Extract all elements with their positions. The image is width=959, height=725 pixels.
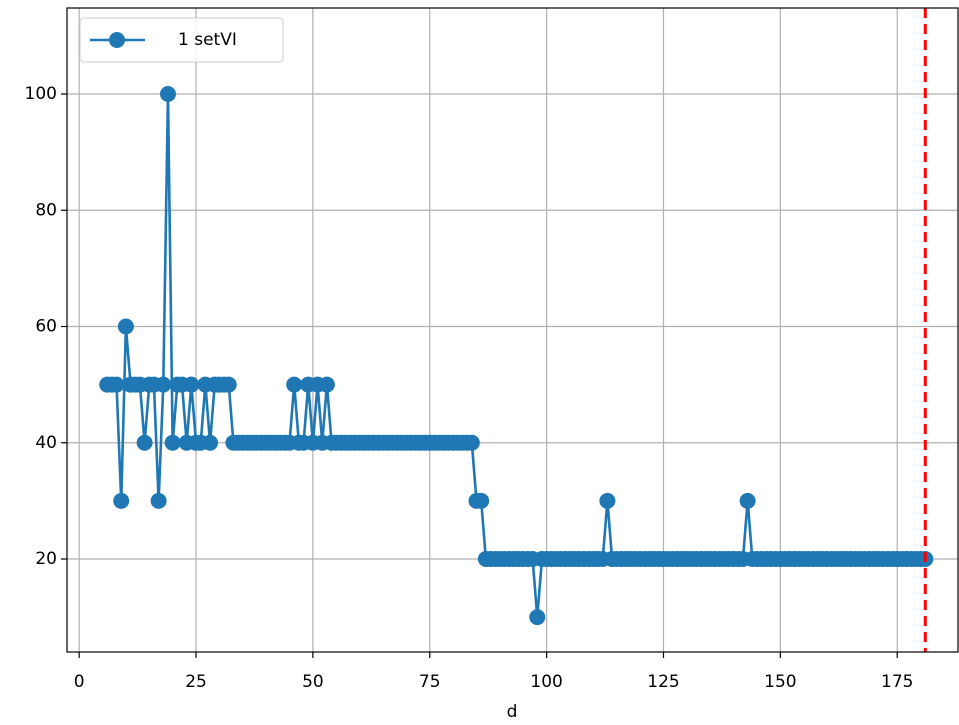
x-tick-label: 50	[302, 672, 324, 692]
marker	[150, 492, 167, 509]
marker	[108, 376, 125, 393]
plot-frame	[66, 7, 959, 653]
marker	[155, 376, 172, 393]
marker	[220, 376, 237, 393]
legend-label: 1 setVI	[178, 30, 237, 50]
legend-marker	[109, 32, 125, 48]
x-tick-label: 175	[881, 672, 913, 692]
x-axis-label: d	[507, 702, 518, 722]
y-tick-label: 100	[25, 84, 57, 104]
marker	[318, 376, 335, 393]
marker	[529, 609, 546, 626]
x-tick-label: 25	[185, 672, 207, 692]
y-tick-label: 60	[35, 317, 57, 337]
marker	[202, 434, 219, 451]
marker	[183, 376, 200, 393]
x-tick-label: 0	[74, 672, 85, 692]
x-tick-label: 125	[647, 672, 679, 692]
x-tick-label: 150	[764, 672, 796, 692]
marker	[113, 492, 130, 509]
marker	[136, 434, 153, 451]
y-tick-label: 40	[35, 433, 57, 453]
x-tick-label: 100	[530, 672, 562, 692]
marker	[164, 434, 181, 451]
y-tick-label: 80	[35, 200, 57, 220]
legend-box	[79, 17, 284, 63]
marker	[117, 318, 134, 335]
series-line	[107, 94, 926, 618]
marker	[599, 492, 616, 509]
marker	[473, 492, 490, 509]
marker	[739, 492, 756, 509]
y-tick-label: 20	[35, 549, 57, 569]
x-tick-label: 75	[419, 672, 441, 692]
marker	[463, 434, 480, 451]
marker	[286, 376, 303, 393]
legend: 1 setVI	[79, 17, 284, 63]
marker	[159, 86, 176, 103]
